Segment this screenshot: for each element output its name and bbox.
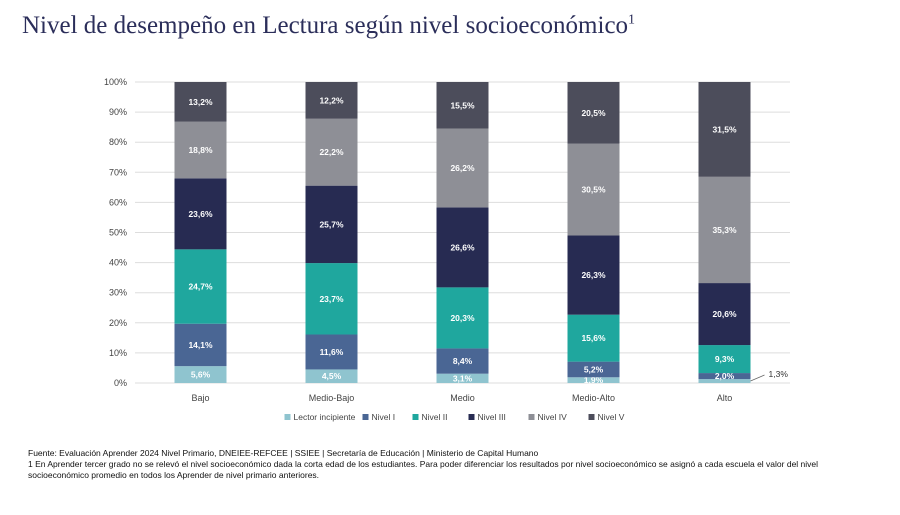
footer: Fuente: Evaluación Aprender 2024 Nivel P… — [28, 448, 878, 481]
bars: 5,6% 14,1% 24,7% 23,6% 18,8% 13,2% 4,5% 11,6% 23… — [174, 82, 789, 385]
bar-segment — [567, 377, 620, 383]
data-label: 5,6% — [191, 370, 211, 380]
data-label: 12,2% — [319, 95, 344, 105]
y-axis: 0% 10% 20% 30% 40% 50% 60% 70% 80% 90% 100% — [104, 77, 127, 388]
legend-swatch — [588, 414, 595, 420]
legend-swatch — [528, 414, 535, 420]
data-label: 20,3% — [450, 313, 475, 323]
bar-segment — [567, 361, 620, 378]
source-note: Fuente: Evaluación Aprender 2024 Nivel P… — [28, 448, 539, 458]
bar-segment — [698, 82, 751, 177]
bar-segment — [305, 82, 358, 119]
data-label: 23,7% — [319, 294, 344, 304]
bar-segment — [567, 143, 620, 236]
bar-segment — [174, 249, 227, 324]
data-label: 31,5% — [712, 124, 737, 134]
stacked-bar-chart: 0% 10% 20% 30% 40% 50% 60% 70% 80% 90% 100% 5,6% 14… — [104, 77, 790, 422]
data-label: 8,4% — [453, 356, 473, 366]
data-label: 18,8% — [188, 145, 213, 155]
y-tick-label: 60% — [109, 197, 127, 207]
legend-label: Nivel II — [422, 412, 448, 422]
y-tick-label: 10% — [109, 348, 127, 358]
legend-label: Nivel IV — [538, 412, 568, 422]
y-tick-label: 70% — [109, 167, 127, 177]
legend-label: Nivel III — [478, 412, 506, 422]
bar-segment — [698, 379, 751, 383]
bar-segment — [567, 314, 620, 362]
legend-swatch — [362, 414, 369, 420]
bar-segment — [305, 118, 358, 186]
data-label: 23,6% — [188, 209, 213, 219]
x-axis: Bajo Medio-Bajo Medio Medio-Alto Alto — [191, 393, 732, 403]
data-label: 30,5% — [581, 185, 606, 195]
data-label: 3,1% — [453, 373, 473, 383]
bar-segment — [698, 283, 751, 346]
bar-segment — [698, 176, 751, 284]
legend-swatch — [412, 414, 419, 420]
x-tick-label: Medio-Bajo — [309, 393, 355, 403]
data-label: 20,6% — [712, 309, 737, 319]
data-label: 26,6% — [450, 242, 475, 252]
y-tick-label: 30% — [109, 288, 127, 298]
title-footnote-marker: 1 — [628, 12, 636, 28]
legend-swatch — [284, 414, 291, 420]
bar-segment — [436, 82, 489, 129]
data-label: 1,9% — [584, 375, 604, 385]
legend-label: Nivel V — [598, 412, 625, 422]
bar-segment — [436, 207, 489, 288]
data-label: 15,6% — [581, 333, 606, 343]
data-label: 14,1% — [188, 340, 213, 350]
data-label: 2,0% — [715, 371, 735, 381]
y-tick-label: 20% — [109, 318, 127, 328]
annotation-label: 1,3% — [769, 369, 789, 379]
bar-segment — [174, 323, 227, 367]
y-tick-label: 50% — [109, 228, 127, 238]
data-label: 5,2% — [584, 364, 604, 374]
bar-segment — [436, 128, 489, 208]
bar-segment — [305, 263, 358, 335]
y-tick-label: 0% — [114, 378, 127, 388]
x-tick-label: Alto — [717, 393, 733, 403]
x-tick-label: Medio — [450, 393, 475, 403]
data-label: 24,7% — [188, 282, 213, 292]
chart-title: Nivel de desempeño en Lectura según nive… — [22, 12, 636, 39]
y-tick-label: 80% — [109, 137, 127, 147]
data-label: 9,3% — [715, 354, 735, 364]
x-tick-label: Medio-Alto — [572, 393, 615, 403]
bar-segment — [305, 334, 358, 370]
bar-segment — [436, 348, 489, 374]
legend: Lector incipiente Nivel I Nivel II Nivel II… — [284, 412, 625, 422]
data-label: 13,2% — [188, 97, 213, 107]
bar-segment — [567, 235, 620, 315]
legend-label: Nivel I — [372, 412, 396, 422]
bar-segment — [567, 82, 620, 144]
y-tick-label: 40% — [109, 258, 127, 268]
bar-segment — [305, 369, 358, 383]
footnote-text: 1 En Aprender tercer grado no se relevó … — [28, 459, 819, 480]
legend-swatch — [468, 414, 475, 420]
bar-segment — [174, 121, 227, 179]
bar-segment — [174, 366, 227, 383]
data-label: 4,5% — [322, 371, 342, 381]
data-label: 11,6% — [320, 347, 344, 357]
bar-segment — [436, 373, 489, 383]
y-tick-label: 90% — [109, 107, 127, 117]
y-tick-label: 100% — [104, 77, 127, 87]
data-label: 26,2% — [450, 163, 475, 173]
bar-segment — [698, 345, 751, 374]
data-label: 15,5% — [450, 100, 475, 110]
x-tick-label: Bajo — [191, 393, 209, 403]
bar-segment — [436, 287, 489, 349]
data-label: 35,3% — [712, 225, 737, 235]
bar-segment — [174, 82, 227, 122]
annotation-leader — [750, 374, 765, 382]
legend-label: Lector incipiente — [294, 412, 356, 422]
bar-segment — [698, 373, 751, 380]
data-label: 26,3% — [581, 270, 606, 280]
bar-segment — [174, 178, 227, 250]
bar-segment — [305, 185, 358, 264]
data-label: 22,2% — [319, 147, 344, 157]
data-label: 20,5% — [581, 108, 606, 118]
data-label: 25,7% — [319, 219, 344, 229]
